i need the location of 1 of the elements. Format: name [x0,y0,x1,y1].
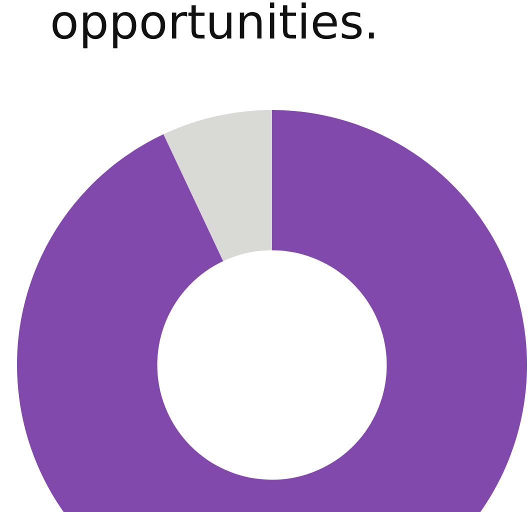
chart-title: opportunities. [52,2,374,48]
